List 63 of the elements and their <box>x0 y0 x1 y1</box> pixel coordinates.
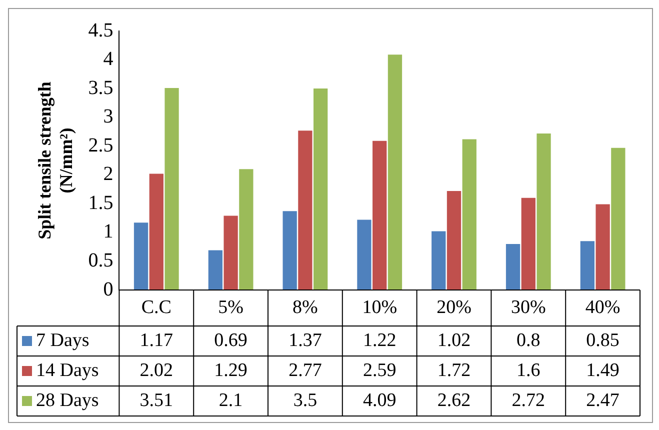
bar <box>239 169 254 290</box>
bar <box>580 241 594 290</box>
data-label: 1.22 <box>362 330 396 351</box>
y-tick-label: 3 <box>103 106 114 128</box>
bar <box>314 88 328 290</box>
bar <box>298 130 312 290</box>
y-tick-label: 2 <box>103 163 114 186</box>
data-label: 1.6 <box>516 360 540 381</box>
bar <box>357 220 372 290</box>
bar <box>432 231 446 290</box>
data-label: 2.47 <box>586 390 620 411</box>
bar <box>462 139 476 290</box>
bar <box>611 148 626 290</box>
bar <box>164 88 179 290</box>
x-tick-label: 8% <box>292 296 318 318</box>
bar <box>372 140 387 290</box>
data-label: 3.5 <box>293 390 318 411</box>
x-tick-label: 30% <box>510 296 546 318</box>
bar <box>208 250 222 290</box>
bar <box>596 204 610 290</box>
x-tick-label: 20% <box>436 296 472 318</box>
bar <box>134 222 148 290</box>
data-label: 4.09 <box>362 390 396 411</box>
data-label: 2.1 <box>218 390 243 411</box>
bar <box>506 244 520 290</box>
y-tick-label: 3.5 <box>88 76 114 99</box>
x-tick-label: 10% <box>362 296 398 318</box>
bar <box>446 191 462 290</box>
data-label: 1.72 <box>437 360 471 381</box>
bar <box>388 54 402 290</box>
data-label: 1.29 <box>214 360 248 381</box>
bar <box>224 216 238 290</box>
bar <box>536 133 551 290</box>
data-label: 2.77 <box>288 360 322 381</box>
data-label: 2.62 <box>437 390 471 411</box>
data-label: 1.49 <box>586 360 620 381</box>
y-tick-label: 4 <box>103 48 114 70</box>
y-tick-label: 1.5 <box>88 192 114 214</box>
data-label: 2.59 <box>362 360 396 381</box>
y-tick-label: 0.5 <box>88 249 114 272</box>
data-label: 2.72 <box>512 390 546 411</box>
data-label: 0.85 <box>586 330 620 351</box>
legend-label: 14 Days <box>36 360 99 381</box>
y-tick-label: 2.5 <box>88 134 114 156</box>
y-tick-label: 1 <box>103 220 114 243</box>
x-tick-label: C.C <box>141 296 172 318</box>
legend-label: 28 Days <box>36 390 99 411</box>
data-label: 1.02 <box>437 330 471 351</box>
legend-label: 7 Days <box>36 330 90 351</box>
data-label: 1.37 <box>288 330 322 351</box>
x-tick-label: 5% <box>218 296 244 318</box>
y-tick-label: 4.5 <box>88 19 114 42</box>
data-label: 0.8 <box>516 330 540 351</box>
bar <box>149 174 164 290</box>
data-label: 3.51 <box>140 390 174 411</box>
bar <box>521 198 536 290</box>
y-axis-title: Split tensile strength (N/mm²) <box>34 82 76 240</box>
data-label: 1.17 <box>140 330 174 351</box>
data-label: 0.69 <box>214 330 248 351</box>
bar <box>282 211 297 290</box>
data-label: 2.02 <box>140 360 174 381</box>
x-tick-label: 40% <box>585 296 620 318</box>
y-tick-label: 0 <box>103 278 114 300</box>
